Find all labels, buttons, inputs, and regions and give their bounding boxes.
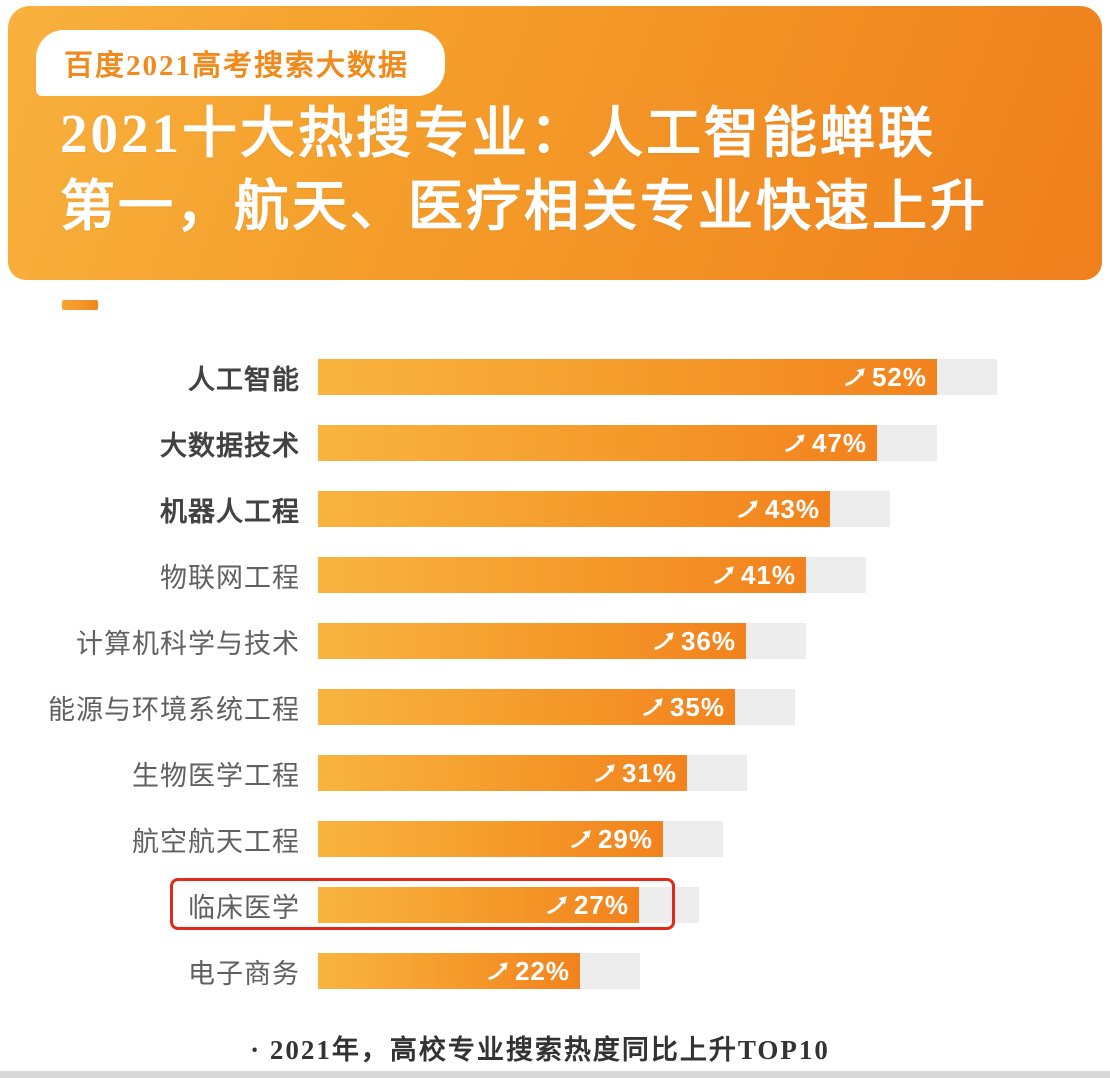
bar-value: 27%: [573, 889, 629, 920]
bar-row: 电子商务 22%: [0, 938, 1110, 1004]
bar-area: 31%: [318, 755, 1110, 791]
bar: 35%: [318, 689, 735, 725]
bar-value: 22%: [514, 955, 570, 986]
bar-area: 52%: [318, 359, 1110, 395]
bar-row: 物联网工程 41%: [0, 542, 1110, 608]
bar-area: 36%: [318, 623, 1110, 659]
bar-value: 47%: [811, 427, 867, 458]
source-badge: 百度2021高考搜索大数据: [36, 30, 446, 96]
trend-up-icon: [547, 894, 569, 916]
bar-row: 人工智能 52%: [0, 344, 1110, 410]
footer-note: · 2021年，高校专业搜索热度同比上升TOP10: [250, 1035, 830, 1065]
bar-label: 电子商务: [188, 958, 300, 989]
accent-dash: [62, 300, 98, 310]
bar-value: 36%: [680, 625, 736, 656]
bar-value: 29%: [597, 823, 653, 854]
bar-label: 航空航天工程: [132, 826, 300, 857]
bar-area: 27%: [318, 887, 1110, 923]
bar-chart: 人工智能 52% 大数据技术: [0, 344, 1110, 1004]
bar: 31%: [318, 755, 687, 791]
bar-value: 41%: [740, 559, 796, 590]
bar-area: 29%: [318, 821, 1110, 857]
bar-row: 临床医学 27%: [0, 872, 1110, 938]
bar-row: 航空航天工程 29%: [0, 806, 1110, 872]
bar-value: 31%: [621, 757, 677, 788]
trend-up-icon: [571, 828, 593, 850]
bar-area: 22%: [318, 953, 1110, 989]
bar-label: 临床医学: [188, 892, 300, 923]
trend-up-icon: [643, 696, 665, 718]
bar-row: 大数据技术 47%: [0, 410, 1110, 476]
bar-label: 能源与环境系统工程: [48, 694, 300, 725]
bar-label: 物联网工程: [160, 562, 300, 593]
bar: 36%: [318, 623, 746, 659]
bar-label: 大数据技术: [160, 430, 300, 461]
trend-up-icon: [595, 762, 617, 784]
page-title-line2: 第一，航天、医疗相关专业快速上升: [60, 175, 989, 237]
bar: 27%: [318, 887, 639, 923]
bar-row: 生物医学工程 31%: [0, 740, 1110, 806]
trend-up-icon: [488, 960, 510, 982]
bar-row: 计算机科学与技术 36%: [0, 608, 1110, 674]
header-banner: 百度2021高考搜索大数据 2021十大热搜专业：人工智能蝉联 第一，航天、医疗…: [8, 6, 1102, 280]
bottom-divider: [0, 1071, 1110, 1078]
bar-value: 35%: [669, 691, 725, 722]
bar-row: 机器人工程 43%: [0, 476, 1110, 542]
bar-value: 43%: [764, 493, 820, 524]
bar-value: 52%: [871, 361, 927, 392]
bar-area: 43%: [318, 491, 1110, 527]
trend-up-icon: [714, 564, 736, 586]
bar: 22%: [318, 953, 580, 989]
bar: 52%: [318, 359, 937, 395]
bar-area: 47%: [318, 425, 1110, 461]
bar-label: 计算机科学与技术: [76, 628, 300, 659]
bar-area: 35%: [318, 689, 1110, 725]
page-title-line1: 2021十大热搜专业：人工智能蝉联: [60, 103, 937, 164]
bar-row: 能源与环境系统工程 35%: [0, 674, 1110, 740]
bar: 41%: [318, 557, 806, 593]
bar-area: 41%: [318, 557, 1110, 593]
bar-label: 生物医学工程: [132, 760, 300, 791]
bar-label: 人工智能: [188, 364, 300, 395]
bar: 47%: [318, 425, 877, 461]
bar: 43%: [318, 491, 830, 527]
trend-up-icon: [785, 432, 807, 454]
trend-up-icon: [738, 498, 760, 520]
trend-up-icon: [654, 630, 676, 652]
bar: 29%: [318, 821, 663, 857]
bar-label: 机器人工程: [160, 496, 300, 527]
page-title: 2021十大热搜专业：人工智能蝉联 第一，航天、医疗相关专业快速上升: [60, 98, 1072, 243]
trend-up-icon: [845, 366, 867, 388]
